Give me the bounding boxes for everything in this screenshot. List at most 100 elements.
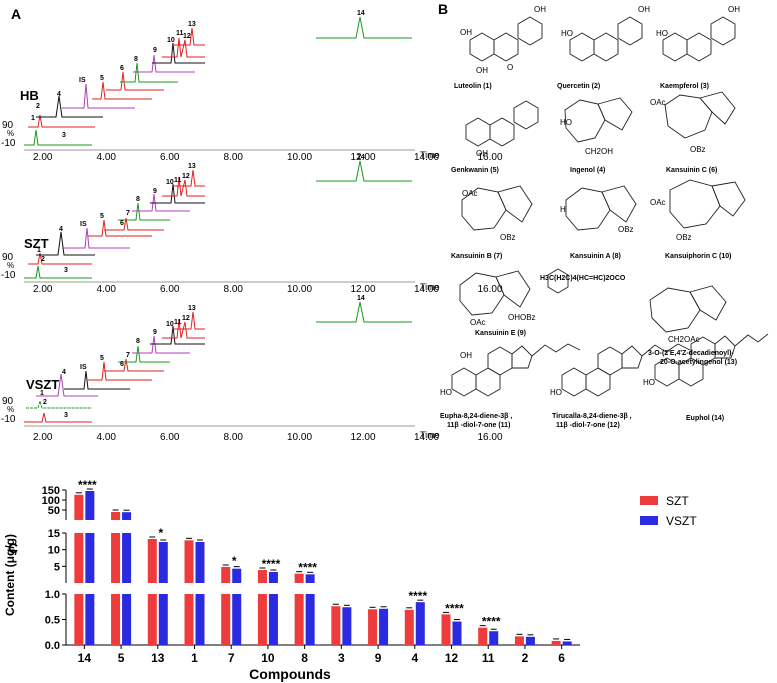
x-tick-label: 2.00 (33, 432, 53, 443)
bar-szt (111, 512, 121, 520)
peak-label: 11 (174, 177, 182, 184)
peak-label: 11 (174, 319, 182, 326)
y-tick-label: 50 (48, 505, 60, 517)
peak-label: 14 (357, 10, 365, 17)
structure-name: Kansuinin A (8) (570, 253, 621, 260)
peak-label: 6 (120, 361, 124, 368)
peak-label: 1 (31, 115, 35, 122)
bar-vszt (415, 602, 425, 645)
structure-quercetin (569, 16, 643, 62)
x-tick-label: 4.00 (97, 284, 117, 295)
structure-name: Kaempferol (3) (660, 83, 709, 90)
x-tick-label: 11 (482, 651, 495, 665)
structure-atom-labels: OH OH OH O OH OH HO HO OH HO CH2OH OAc O… (440, 5, 740, 397)
peak-label: 3 (64, 412, 68, 419)
peak-label: 4 (59, 226, 63, 233)
trace-red-3 (104, 217, 164, 231)
x-tick-label: 6 (558, 651, 565, 665)
x-tick-label: 14.00 (414, 432, 439, 443)
x-tick-label: 4.00 (97, 432, 117, 443)
structure-kansuinin-b (461, 185, 533, 231)
trace-magenta-2 (133, 54, 195, 73)
chromatogram-vszt: VSZT 90 % -10 1 2 3 4 IS 5 6 7 8 9 10 11… (1, 295, 415, 427)
x-tick-label: 8.00 (224, 432, 244, 443)
structure-name: 11β -diol-7-one (11) (447, 422, 510, 429)
x-tick-label: 16.00 (478, 152, 503, 163)
structure-genkwanin (465, 100, 539, 147)
peak-label: 11 (176, 30, 184, 37)
atom-label: OBz (676, 233, 692, 242)
peak-label: 2 (43, 399, 47, 406)
bar-szt (368, 609, 378, 645)
atom-label: OBz (690, 145, 706, 154)
peak-label: 14 (357, 154, 365, 161)
x-tick-label: 12.00 (351, 152, 376, 163)
y-tick: % (7, 129, 14, 138)
significance-label: **** (262, 557, 281, 571)
bar-szt (294, 573, 304, 583)
peak-label: 9 (153, 188, 157, 195)
atom-label: OAc (650, 98, 666, 107)
bar-szt (147, 539, 157, 583)
trace-red (28, 252, 92, 265)
panel-c-label: C (8, 540, 18, 556)
x-tick-label: 16.00 (478, 284, 503, 295)
trace-name: SZT (24, 236, 49, 251)
x-axis-label: Compounds (249, 666, 331, 682)
bar-vszt (562, 641, 572, 645)
trace-red-5 (172, 169, 205, 187)
atom-label: OH (476, 149, 488, 158)
atom-label: HO (440, 388, 452, 397)
bar-vszt (195, 542, 205, 583)
peak-label: 3 (62, 132, 66, 139)
x-tick-label: 7 (228, 651, 235, 665)
bar-vszt (158, 594, 168, 645)
bar-vszt (122, 594, 132, 645)
x-axis-title: Time (420, 282, 440, 292)
y-tick: 90 (2, 120, 14, 131)
atom-label: OAc (650, 198, 666, 207)
legend-swatch-szt (640, 496, 658, 505)
bar-vszt (305, 574, 315, 583)
x-tick-label: 14.00 (414, 152, 439, 163)
structure-name: Luteolin (1) (454, 83, 492, 90)
bar-szt (184, 594, 194, 645)
y-tick-label: 15 (48, 528, 60, 540)
trace-black-2 (150, 183, 205, 204)
y-tick-label: 150 (42, 485, 60, 497)
peak-label: IS (79, 77, 86, 84)
x-axis-title: Time (420, 150, 440, 160)
bar-szt (184, 540, 194, 583)
x-tick-label: 4 (411, 651, 418, 665)
bar-szt (441, 614, 451, 645)
x-tick-label: 13 (151, 651, 165, 665)
bar-szt (74, 533, 84, 583)
chromatogram-hb: HB 90 % -10 1 2 3 4 IS 5 6 8 9 10 11 12 … (1, 10, 415, 151)
peak-label: 7 (126, 352, 130, 359)
atom-label: OH (638, 5, 650, 14)
trace-red-5 (172, 27, 205, 46)
x-tick-label: 8 (301, 651, 308, 665)
bar-szt (404, 609, 414, 645)
atom-label: CH2OAc (668, 335, 700, 344)
peak-label: IS (80, 364, 87, 371)
bar-vszt (85, 491, 95, 520)
trace-magenta (36, 373, 98, 397)
structure-kansuinin-e (459, 268, 569, 316)
bar-vszt (268, 572, 278, 583)
legend-label-szt: SZT (666, 494, 689, 508)
trace-magenta-2 (132, 335, 190, 354)
bar-szt (111, 533, 121, 583)
atom-label: O (507, 63, 513, 72)
structure-names: Luteolin (1) Quercetin (2) Kaempferol (3… (440, 83, 737, 429)
structure-name: Ingenol (4) (570, 167, 605, 174)
structure-name: 11β -diol-7-one (12) (556, 422, 620, 429)
bar-vszt (452, 621, 462, 645)
trace-green (24, 265, 92, 279)
peak-label: 4 (62, 369, 66, 376)
structure-kaempferol (662, 16, 736, 62)
x-tick-label: 10 (261, 651, 275, 665)
peak-label: 13 (188, 305, 196, 312)
structure-ingenol (564, 97, 633, 143)
trace-green-2 (120, 62, 178, 83)
